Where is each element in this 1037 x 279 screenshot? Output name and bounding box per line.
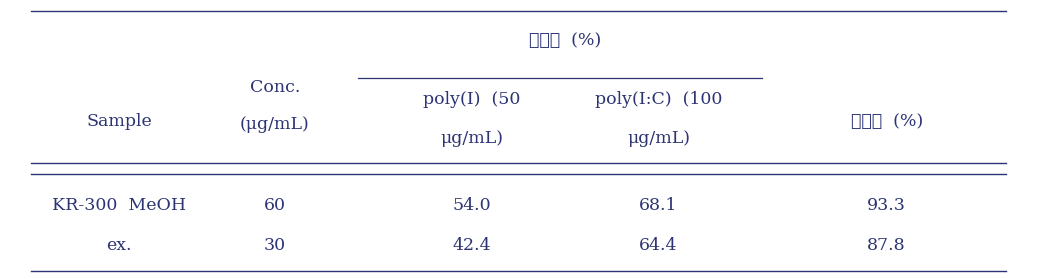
Text: (μg/mL): (μg/mL) [240, 116, 310, 133]
Text: 생존률  (%): 생존률 (%) [850, 113, 923, 130]
Text: 42.4: 42.4 [452, 237, 492, 254]
Text: 87.8: 87.8 [867, 237, 906, 254]
Text: Conc.: Conc. [250, 80, 300, 96]
Text: 54.0: 54.0 [452, 197, 492, 213]
Text: Sample: Sample [86, 113, 152, 130]
Text: 93.3: 93.3 [867, 197, 906, 213]
Text: 60: 60 [263, 197, 286, 213]
Text: 30: 30 [263, 237, 286, 254]
Text: ex.: ex. [107, 237, 132, 254]
Text: poly(I:C)  (100: poly(I:C) (100 [595, 91, 722, 107]
Text: μg/mL): μg/mL) [441, 130, 503, 146]
Text: KR-300  MeOH: KR-300 MeOH [52, 197, 187, 213]
Text: μg/mL): μg/mL) [627, 130, 690, 146]
Text: 68.1: 68.1 [639, 197, 678, 213]
Text: poly(I)  (50: poly(I) (50 [423, 91, 521, 107]
Text: 64.4: 64.4 [639, 237, 678, 254]
Text: 저해도  (%): 저해도 (%) [529, 32, 601, 49]
